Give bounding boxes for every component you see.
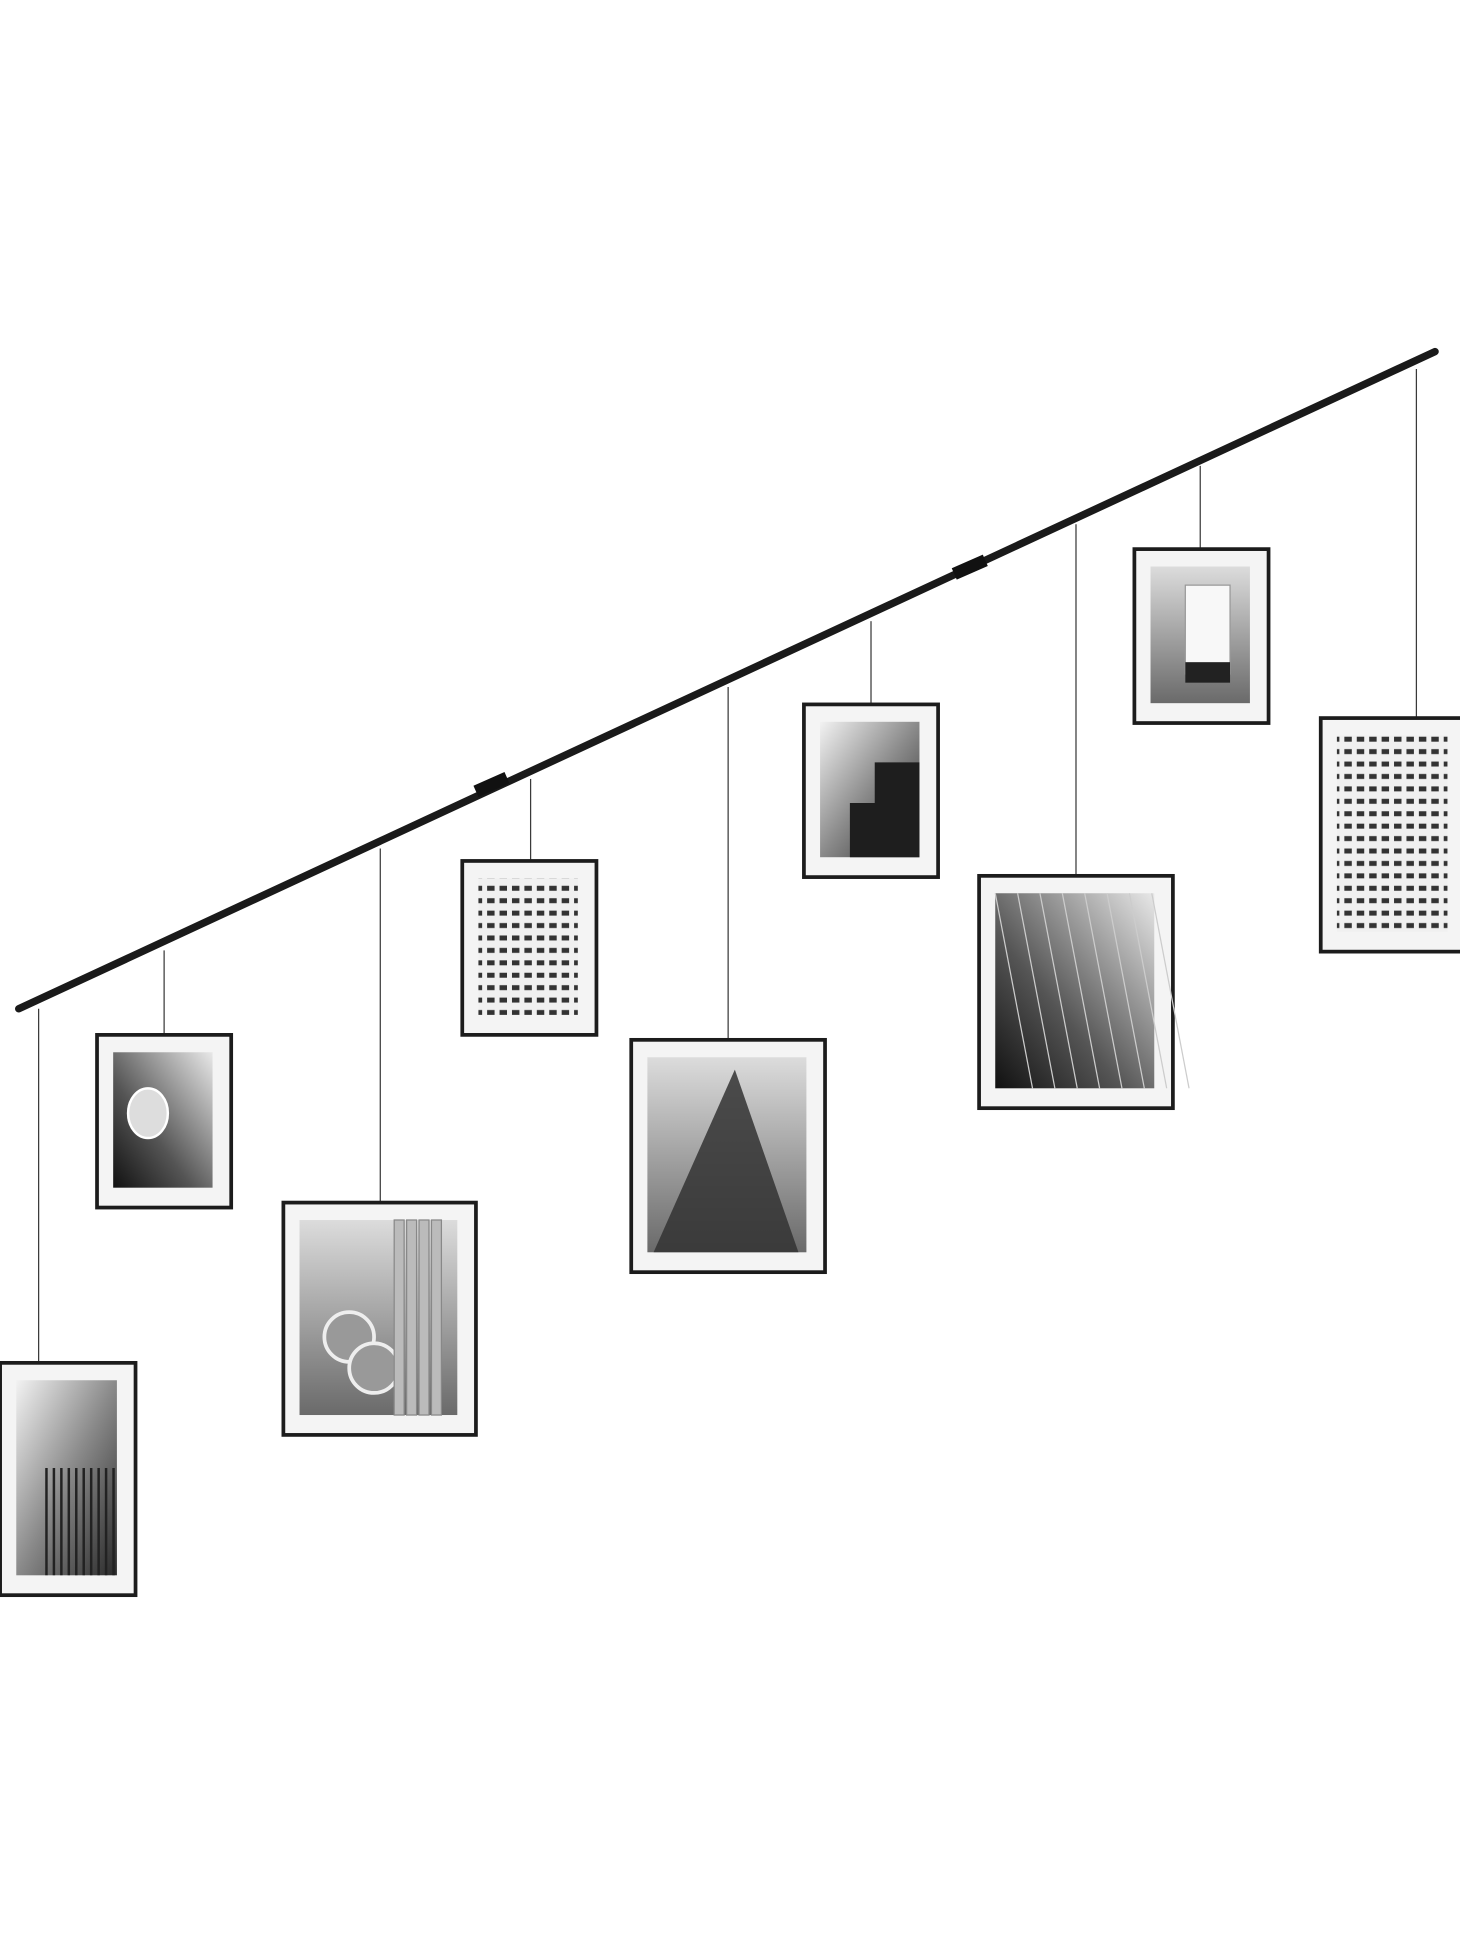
photo-frame bbox=[460, 859, 599, 1037]
photo bbox=[1336, 735, 1448, 932]
photo-frame bbox=[281, 1200, 478, 1437]
photo-frame bbox=[1318, 716, 1460, 954]
photo bbox=[478, 878, 578, 1015]
photo-frame bbox=[95, 1033, 234, 1210]
rail-connector bbox=[951, 554, 988, 580]
photo bbox=[995, 893, 1155, 1089]
wall-rail bbox=[15, 347, 1439, 1013]
photo-frame bbox=[629, 1037, 827, 1275]
photo-frame bbox=[0, 1360, 138, 1598]
photo-frame bbox=[802, 702, 940, 879]
photo bbox=[16, 1380, 117, 1576]
photo-frames bbox=[0, 547, 1460, 1598]
hanging-wires bbox=[38, 368, 1418, 1363]
photo-frame bbox=[1132, 547, 1271, 725]
rail-connector bbox=[473, 772, 510, 798]
photo-frame bbox=[977, 873, 1190, 1111]
